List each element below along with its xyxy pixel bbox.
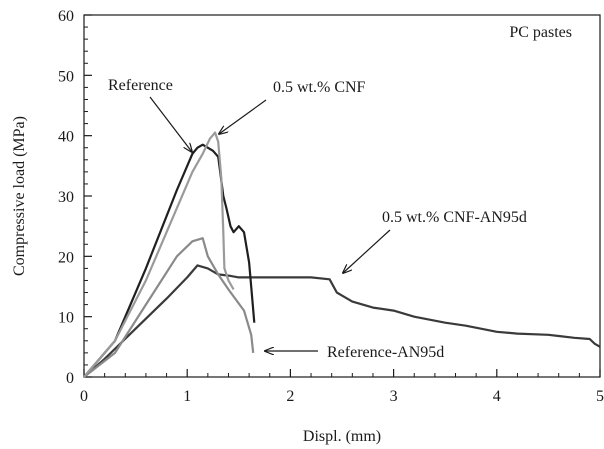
y-axis-title: Compressive load (MPa) [11, 116, 28, 276]
y-tick-label: 50 [58, 68, 74, 85]
plot-area [83, 14, 601, 378]
x-tick-label: 4 [493, 388, 501, 405]
y-tick-label: 30 [58, 189, 74, 206]
x-tick-label: 3 [390, 388, 398, 405]
y-tick-label: 20 [58, 249, 74, 266]
axis-ticks [83, 14, 601, 378]
x-axis-title: Displ. (mm) [303, 428, 381, 445]
annotation-arrow-reference [149, 96, 192, 152]
series-line-0-5-wt-cnf-an95d [83, 264, 601, 378]
annotation-reference-an95d: Reference-AN95d [327, 344, 444, 361]
series-line-reference-an95d [83, 237, 255, 378]
y-tick-label: 10 [58, 310, 74, 327]
x-tick-label: 2 [286, 388, 294, 405]
series-layer [83, 131, 601, 378]
x-tick-label: 5 [596, 388, 604, 405]
y-tick-label: 60 [58, 8, 74, 25]
annotation-cnf: 0.5 wt.% CNF [273, 79, 366, 96]
y-tick-label: 0 [66, 370, 74, 387]
annotation-arrow-cnf-an95d [343, 229, 391, 273]
annotation-arrow-cnf [219, 99, 267, 134]
annotation-cnf-an95d: 0.5 wt.% CNF-AN95d [382, 209, 527, 226]
x-tick-label: 1 [183, 388, 191, 405]
x-tick-label: 0 [80, 388, 88, 405]
y-tick-label: 40 [58, 129, 74, 146]
annotation-reference: Reference [108, 77, 173, 94]
corner-label: PC pastes [509, 24, 572, 41]
series-line-0-5-wt-cnf [83, 131, 235, 378]
